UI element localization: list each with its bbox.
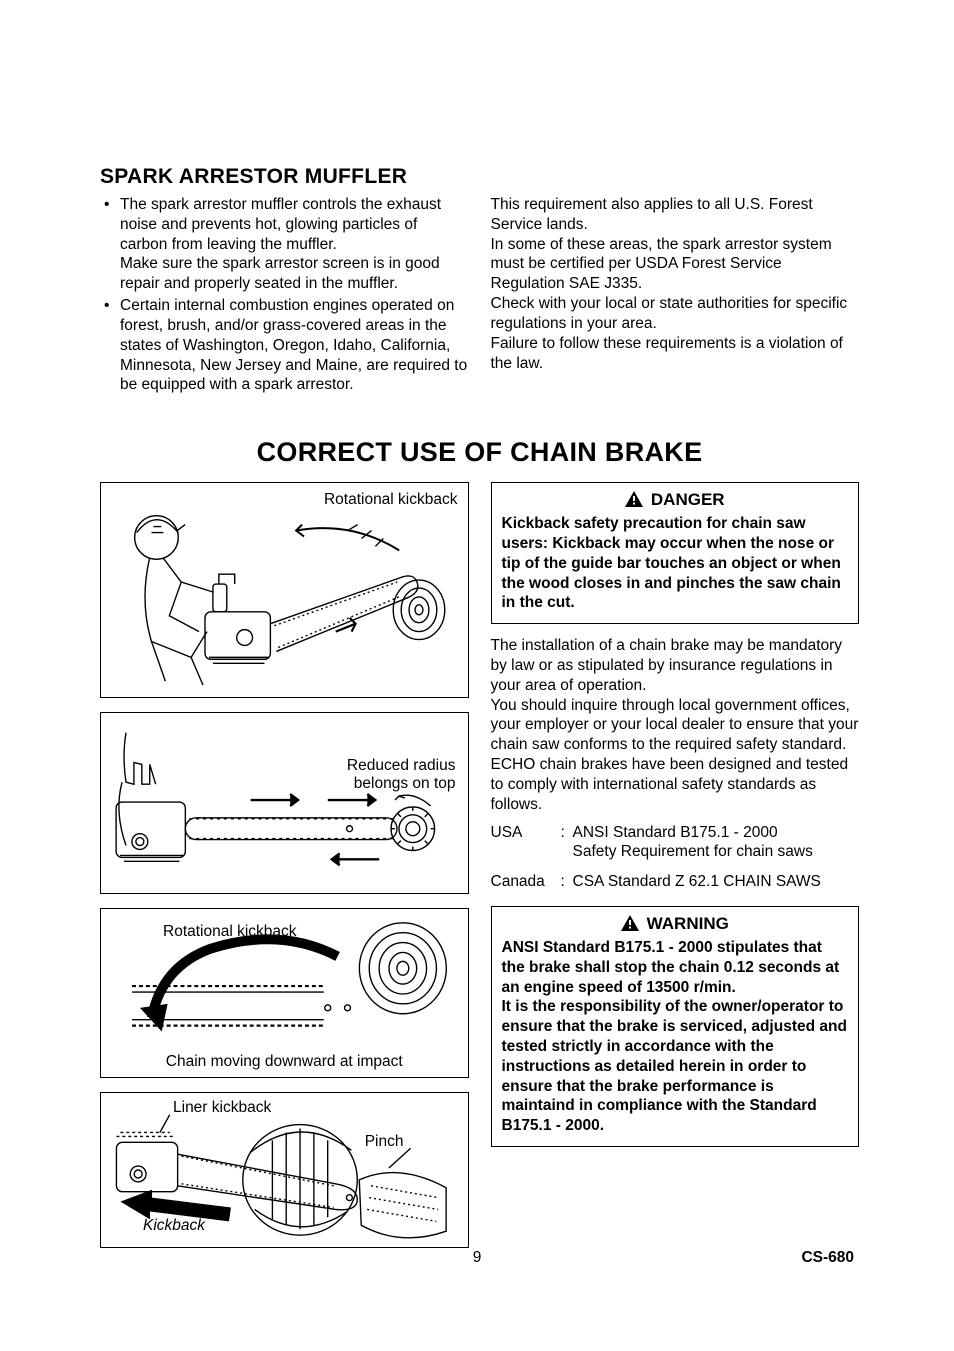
- warning-triangle-icon: [621, 915, 639, 931]
- warning-triangle-icon: [625, 491, 643, 507]
- spark-heading: SPARK ARRESTOR MUFFLER: [100, 165, 859, 189]
- standard-canada-text: CSA Standard Z 62.1 CHAIN SAWS: [573, 872, 860, 892]
- spark-section: SPARK ARRESTOR MUFFLER The spark arresto…: [100, 165, 859, 397]
- chain-brake-paragraph: The installation of a chain brake may be…: [491, 636, 860, 814]
- spark-columns: The spark arrestor muffler controls the …: [100, 195, 859, 397]
- two-column-layout: Rotational kickback: [100, 482, 859, 1248]
- warning-header: WARNING: [502, 913, 849, 935]
- spark-bullet-list: The spark arrestor muffler controls the …: [100, 195, 469, 395]
- warning-body: ANSI Standard B175.1 - 2000 stipulates t…: [502, 938, 849, 1136]
- standard-separator-2: :: [561, 872, 573, 892]
- standard-usa-text: ANSI Standard B175.1 - 2000 Safety Requi…: [573, 823, 860, 863]
- fig2-diagram: [101, 713, 468, 893]
- standard-separator: :: [561, 823, 573, 863]
- spark-right-col: This requirement also applies to all U.S…: [491, 195, 860, 397]
- figure-liner-kickback: Liner kickback Pinch Kickback: [100, 1092, 469, 1248]
- danger-box: DANGER Kickback safety precaution for ch…: [491, 482, 860, 624]
- danger-header: DANGER: [502, 489, 849, 511]
- danger-title: DANGER: [651, 490, 725, 509]
- spark-left-col: The spark arrestor muffler controls the …: [100, 195, 469, 397]
- standard-canada-row: Canada : CSA Standard Z 62.1 CHAIN SAWS: [491, 872, 860, 892]
- figure-rotational-kickback-operator: Rotational kickback: [100, 482, 469, 698]
- model-label: CS-680: [801, 1249, 854, 1267]
- spark-bullet-2: Certain internal combustion engines oper…: [100, 296, 469, 395]
- figure-reduced-radius: Reduced radius belongs on top: [100, 712, 469, 894]
- text-column: DANGER Kickback safety precaution for ch…: [491, 482, 860, 1248]
- warning-title: WARNING: [647, 914, 729, 933]
- spark-bullet-1: The spark arrestor muffler controls the …: [100, 195, 469, 294]
- fig1-diagram: [101, 483, 468, 697]
- main-heading: CORRECT USE OF CHAIN BRAKE: [100, 437, 859, 468]
- fig3-diagram: [101, 909, 468, 1077]
- standard-usa-row: USA : ANSI Standard B175.1 - 2000 Safety…: [491, 823, 860, 863]
- danger-body: Kickback safety precaution for chain saw…: [502, 514, 849, 613]
- standard-usa-label: USA: [491, 823, 561, 863]
- fig4-diagram: [101, 1093, 468, 1247]
- figures-column: Rotational kickback: [100, 482, 469, 1248]
- warning-box: WARNING ANSI Standard B175.1 - 2000 stip…: [491, 906, 860, 1147]
- page: SPARK ARRESTOR MUFFLER The spark arresto…: [0, 0, 954, 1351]
- standard-canada-label: Canada: [491, 872, 561, 892]
- figure-chain-downward: Rotational kickback Chain moving downwar…: [100, 908, 469, 1078]
